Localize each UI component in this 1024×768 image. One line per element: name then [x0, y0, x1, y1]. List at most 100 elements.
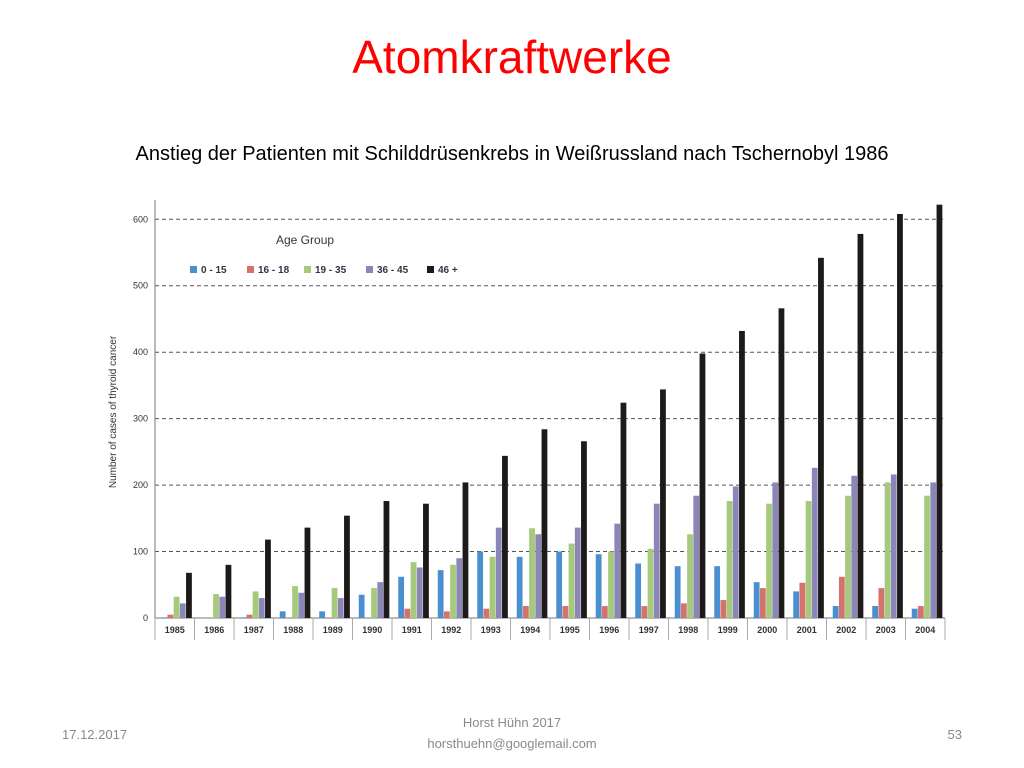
- y-tick-label: 400: [133, 347, 148, 357]
- bar: [924, 495, 930, 618]
- slide-title: Atomkraftwerke: [352, 31, 672, 83]
- bar: [832, 606, 839, 618]
- bar: [693, 495, 700, 618]
- bar: [845, 495, 851, 618]
- x-tick-label: 1993: [481, 625, 501, 635]
- bar: [304, 527, 311, 618]
- bar: [608, 551, 614, 618]
- bar: [213, 594, 219, 618]
- bar: [680, 603, 687, 618]
- x-tick-label: 1987: [244, 625, 264, 635]
- bar: [410, 562, 417, 618]
- x-tick-label: 1989: [323, 625, 343, 635]
- bar: [319, 611, 326, 618]
- bar: [535, 534, 542, 618]
- x-tick-label: 1986: [204, 625, 224, 635]
- bar: [811, 467, 818, 618]
- legend-label: 16 - 18: [258, 265, 290, 276]
- bar: [568, 543, 575, 618]
- y-tick-label: 500: [133, 281, 148, 291]
- bar: [766, 503, 772, 618]
- bar: [699, 353, 706, 618]
- bar: [930, 482, 937, 618]
- bar: [936, 204, 943, 618]
- bar: [437, 570, 444, 618]
- bar: [173, 596, 180, 618]
- bar: [851, 475, 858, 618]
- footer-credit: Horst Hühn 2017 horsthuehn@googlemail.co…: [0, 712, 1024, 754]
- bar: [687, 534, 693, 618]
- x-tick-label: 2003: [876, 625, 896, 635]
- bar: [265, 539, 271, 618]
- x-tick-label: 1995: [560, 625, 580, 635]
- bar: [522, 606, 529, 618]
- footer-email: horsthuehn@googlemail.com: [427, 736, 597, 751]
- x-tick-label: 2004: [915, 625, 935, 635]
- bar: [483, 608, 490, 618]
- bar: [371, 588, 377, 618]
- bar: [456, 558, 463, 618]
- bar: [732, 486, 739, 618]
- legend-label: 36 - 45: [377, 265, 409, 276]
- bar: [423, 503, 429, 618]
- x-tick-label: 1994: [520, 625, 540, 635]
- bar: [344, 515, 350, 618]
- bar: [489, 556, 496, 618]
- bar: [358, 594, 365, 618]
- bar: [793, 591, 800, 618]
- bar: [219, 596, 226, 618]
- bar: [739, 330, 745, 618]
- bar: [884, 482, 891, 618]
- bar: [720, 600, 727, 618]
- bar: [857, 233, 864, 618]
- bar: [450, 564, 456, 618]
- bar: [838, 576, 845, 618]
- bar: [641, 606, 648, 618]
- x-tick-label: 2002: [836, 625, 856, 635]
- y-tick-label: 0: [143, 613, 148, 623]
- y-tick-label: 300: [133, 414, 148, 424]
- bar: [331, 588, 338, 618]
- bar: [477, 551, 484, 618]
- legend-label: 0 - 15: [201, 265, 227, 276]
- bar: [601, 606, 608, 618]
- y-tick-label: 600: [133, 214, 148, 224]
- bar: [818, 257, 824, 618]
- bar: [462, 482, 469, 618]
- bar: [772, 482, 779, 618]
- bar: [574, 527, 581, 618]
- bar: [258, 598, 265, 618]
- x-tick-label: 2001: [797, 625, 817, 635]
- bar: [805, 501, 812, 618]
- bar: [541, 429, 548, 618]
- bar: [495, 527, 502, 618]
- bar: [443, 611, 450, 618]
- bar: [872, 606, 879, 618]
- y-axis-label: Number of cases of thyroid cancer: [108, 335, 119, 488]
- legend-swatch: [366, 266, 373, 273]
- bar: [897, 213, 903, 619]
- legend-swatch: [304, 266, 311, 273]
- bar: [404, 608, 411, 618]
- bar: [179, 603, 186, 618]
- bar: [225, 564, 232, 618]
- x-tick-label: 1991: [402, 625, 422, 635]
- bar: [516, 556, 523, 618]
- x-tick-label: 1997: [639, 625, 659, 635]
- x-tick-label: 1992: [441, 625, 461, 635]
- bar: [186, 572, 192, 618]
- bar: [753, 582, 760, 618]
- bar: [377, 582, 384, 618]
- bar: [759, 588, 766, 618]
- bar: [167, 614, 174, 618]
- legend-label: 46 +: [438, 265, 458, 276]
- bar: [292, 586, 298, 618]
- legend-label: 19 - 35: [315, 265, 347, 276]
- bar: [917, 606, 924, 618]
- thyroid-cancer-chart: 0 100 200 300 400 500 600 Number of cases of th…: [108, 200, 946, 640]
- y-tick-label: 100: [133, 547, 148, 557]
- bar: [416, 567, 423, 618]
- bar: [878, 588, 885, 618]
- x-tick-label: 1998: [678, 625, 698, 635]
- bar: [778, 308, 785, 618]
